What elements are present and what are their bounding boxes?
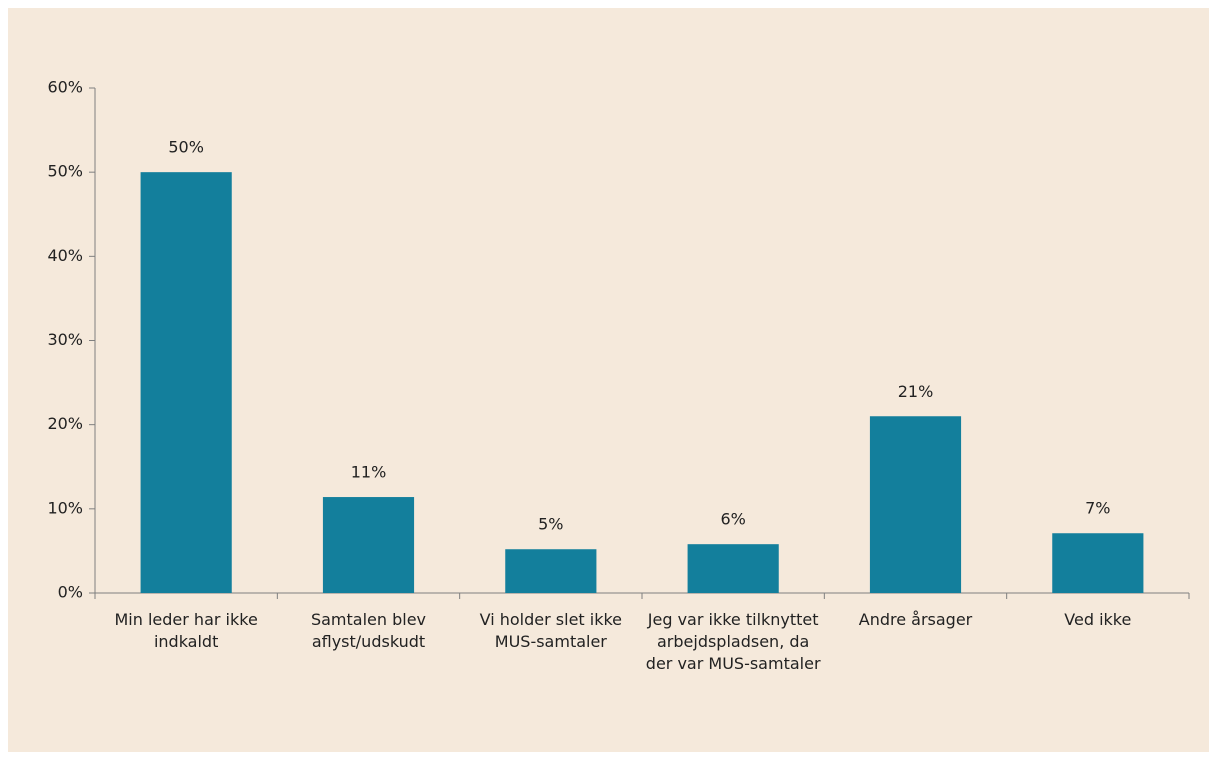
y-tick-label: 10% [47, 498, 83, 517]
data-label: 5% [538, 515, 563, 534]
bar [687, 544, 779, 593]
data-label: 21% [898, 382, 934, 401]
bar [505, 549, 597, 593]
bar [140, 172, 232, 593]
y-tick-label: 30% [47, 330, 83, 349]
data-label: 6% [720, 510, 745, 529]
bar [1052, 533, 1144, 593]
x-tick-label: Andre årsager [858, 610, 973, 629]
x-tick-label: Vi holder slet ikke MUS-samtaler [479, 610, 623, 651]
y-tick-label: 40% [47, 246, 83, 265]
x-tick-label: Jeg var ikke tilknyttet arbejdspladsen, … [645, 610, 821, 673]
bar [322, 497, 415, 593]
x-tick-label: Samtalen blev aflyst/udskudt [310, 610, 427, 651]
bar [869, 416, 962, 593]
x-tick-label: Ved ikke [1064, 610, 1132, 629]
y-tick-label: 20% [47, 414, 83, 433]
data-label: 7% [1085, 499, 1110, 518]
data-label: 50% [168, 138, 204, 157]
y-tick-label: 60% [47, 78, 83, 97]
data-label: 11% [351, 463, 387, 482]
y-tick-label: 0% [58, 583, 83, 602]
x-tick-label: Min leder har ikke indkaldt [114, 610, 258, 651]
y-tick-label: 50% [47, 162, 83, 181]
